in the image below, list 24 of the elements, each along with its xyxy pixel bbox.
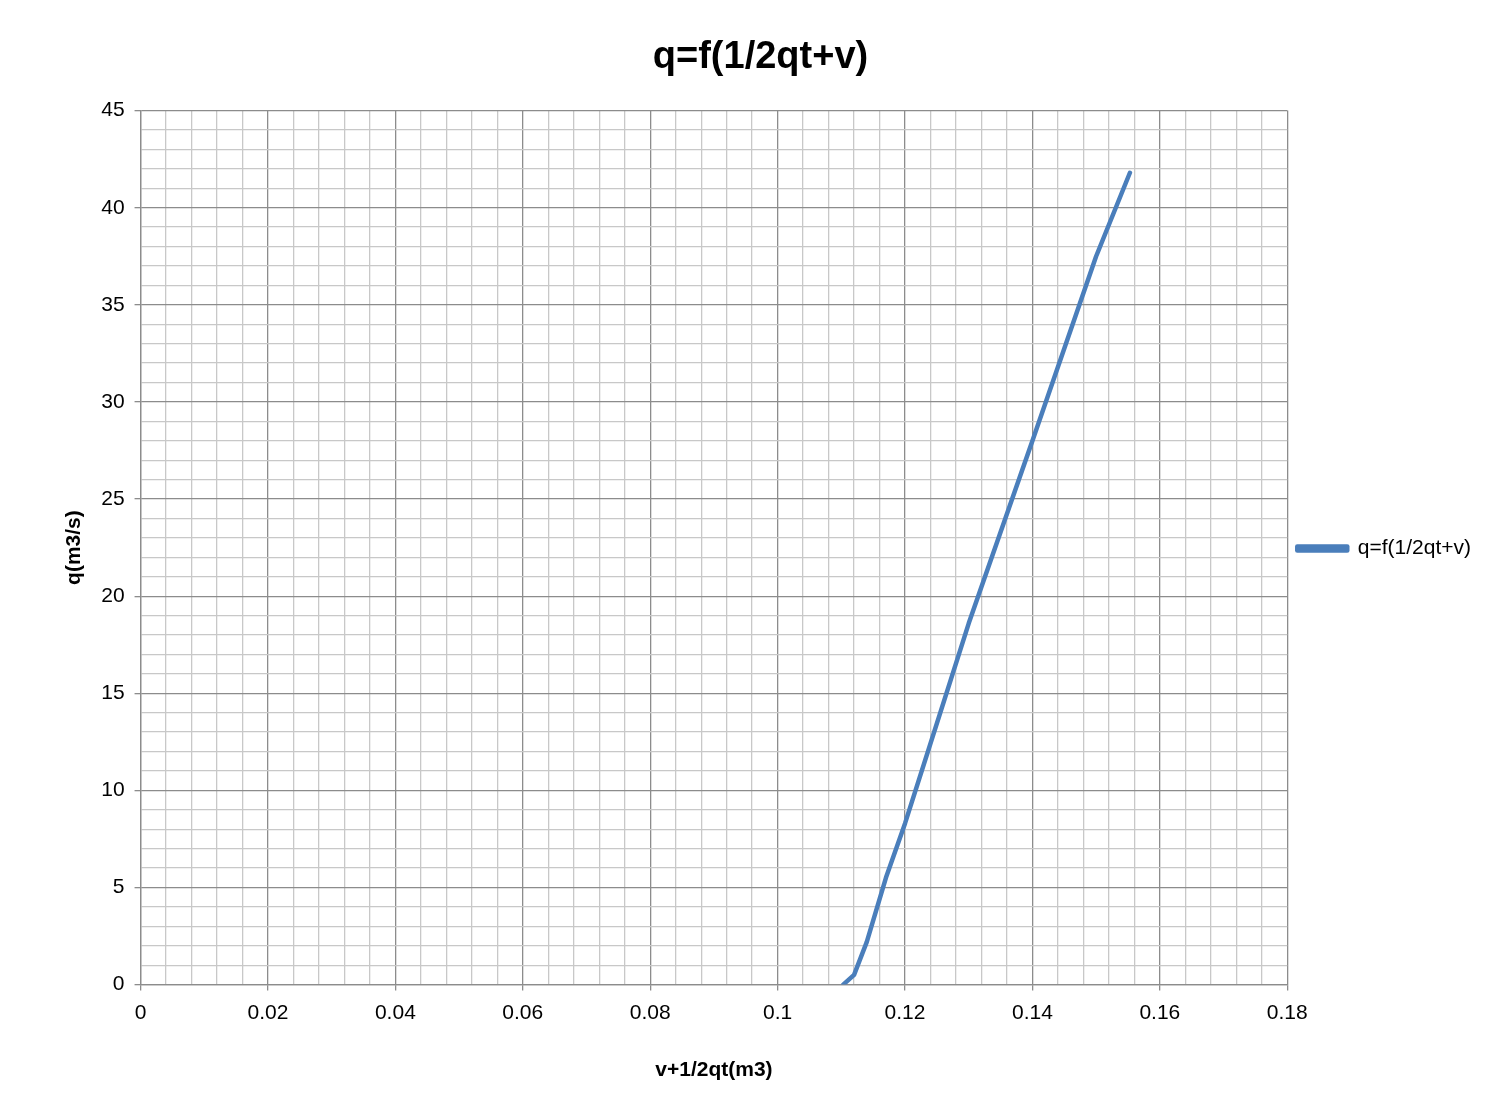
y-tick-label: 25 [101,485,125,509]
y-tick-label: 40 [101,194,125,218]
x-tick-label: 0.06 [502,1000,544,1023]
x-tick-label: 0.14 [1012,1000,1054,1023]
y-tick-label: 10 [101,777,125,801]
y-tick-label: 30 [101,388,125,412]
x-tick-label: 0.02 [247,1000,289,1023]
x-tick-label: 0.16 [1139,1000,1181,1023]
x-tick-label: 0.08 [629,1000,671,1023]
x-axis-title: v+1/2qt(m3) [655,1057,773,1081]
y-tick-label: 45 [101,97,125,121]
y-axis-title: q(m3/s) [61,510,85,585]
chart-title: q=f(1/2qt+v) [652,34,869,77]
legend-label: q=f(1/2qt+v) [1357,535,1471,559]
x-tick-label: 0 [134,1000,147,1023]
y-tick-label: 0 [112,971,125,995]
y-tick-label: 5 [112,874,125,898]
x-tick-label: 0.18 [1266,1000,1308,1023]
y-tick-label: 20 [101,582,125,606]
x-tick-label: 0.12 [884,1000,926,1023]
x-tick-label: 0.04 [374,1000,417,1023]
x-tick-label: 0.1 [763,1000,793,1023]
y-tick-label: 15 [101,680,125,704]
y-tick-label: 35 [101,291,125,315]
